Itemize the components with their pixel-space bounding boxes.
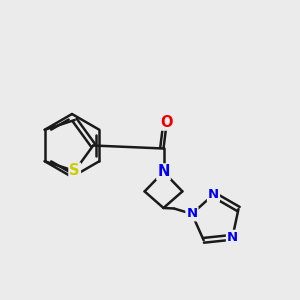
Text: N: N <box>208 188 219 201</box>
Text: N: N <box>227 231 238 244</box>
Text: O: O <box>160 115 173 130</box>
Text: S: S <box>69 164 80 178</box>
Text: N: N <box>186 207 197 220</box>
Text: N: N <box>157 164 170 179</box>
